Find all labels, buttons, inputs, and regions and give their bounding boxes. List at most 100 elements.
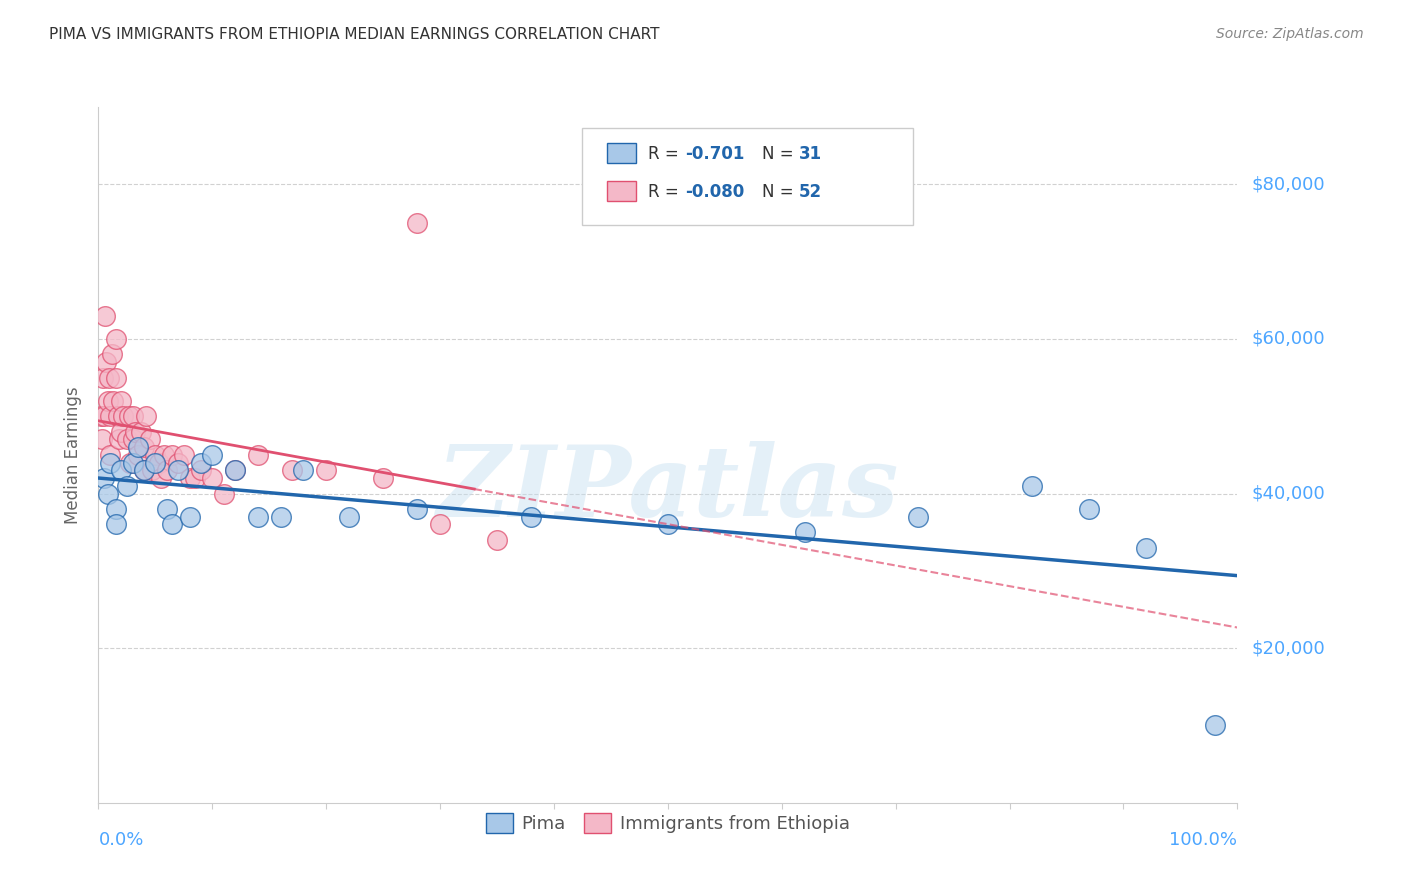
- Point: [270, 509, 292, 524]
- Point: [127, 440, 149, 454]
- Point: [135, 409, 157, 424]
- Point: [145, 456, 167, 470]
- Point: [156, 502, 179, 516]
- Point: [129, 425, 152, 439]
- Point: [103, 393, 125, 408]
- Point: [156, 463, 179, 477]
- Point: [520, 509, 543, 524]
- Point: [110, 463, 132, 477]
- Point: [91, 370, 114, 384]
- FancyBboxPatch shape: [582, 128, 912, 226]
- Point: [179, 509, 201, 524]
- Point: [657, 517, 679, 532]
- Point: [212, 486, 235, 500]
- Point: [190, 463, 212, 477]
- Text: $20,000: $20,000: [1251, 640, 1324, 657]
- Point: [153, 448, 176, 462]
- Point: [371, 471, 394, 485]
- Point: [96, 355, 118, 369]
- Point: [115, 479, 138, 493]
- Point: [110, 425, 132, 439]
- Point: [190, 456, 212, 470]
- Point: [179, 471, 201, 485]
- Point: [132, 440, 155, 454]
- Point: [115, 433, 138, 447]
- Point: [281, 463, 304, 477]
- Point: [292, 463, 315, 477]
- Point: [1135, 541, 1157, 555]
- Point: [97, 370, 120, 384]
- Text: 31: 31: [799, 145, 823, 163]
- Text: ZIPatlas: ZIPatlas: [437, 442, 898, 538]
- Point: [148, 456, 170, 470]
- Text: $80,000: $80,000: [1251, 176, 1324, 194]
- Point: [96, 393, 118, 408]
- Point: [132, 463, 155, 477]
- Point: [315, 463, 337, 477]
- Point: [127, 448, 149, 462]
- FancyBboxPatch shape: [607, 144, 636, 162]
- Point: [429, 517, 451, 532]
- Point: [167, 456, 190, 470]
- Text: R =: R =: [648, 145, 685, 163]
- Point: [121, 456, 143, 470]
- Point: [90, 409, 112, 424]
- Point: [150, 471, 173, 485]
- Point: [120, 456, 142, 470]
- Point: [1078, 502, 1101, 516]
- Point: [124, 425, 146, 439]
- Point: [108, 433, 131, 447]
- Point: [224, 463, 246, 477]
- Point: [167, 463, 190, 477]
- Point: [337, 509, 360, 524]
- Point: [246, 448, 269, 462]
- Text: -0.701: -0.701: [685, 145, 744, 163]
- Y-axis label: Median Earnings: Median Earnings: [65, 386, 83, 524]
- Text: $60,000: $60,000: [1251, 330, 1324, 348]
- Text: 0.0%: 0.0%: [98, 830, 143, 848]
- Point: [132, 463, 155, 477]
- Point: [793, 525, 815, 540]
- Text: Source: ZipAtlas.com: Source: ZipAtlas.com: [1216, 27, 1364, 41]
- Point: [96, 486, 118, 500]
- Point: [406, 502, 429, 516]
- Point: [162, 517, 184, 532]
- Point: [93, 471, 115, 485]
- Point: [98, 409, 121, 424]
- Point: [90, 433, 112, 447]
- FancyBboxPatch shape: [607, 181, 636, 201]
- Point: [112, 409, 135, 424]
- Text: $40,000: $40,000: [1251, 484, 1324, 502]
- Text: -0.080: -0.080: [685, 183, 744, 201]
- Text: N =: N =: [762, 145, 799, 163]
- Point: [118, 409, 141, 424]
- Point: [138, 433, 160, 447]
- Text: PIMA VS IMMIGRANTS FROM ETHIOPIA MEDIAN EARNINGS CORRELATION CHART: PIMA VS IMMIGRANTS FROM ETHIOPIA MEDIAN …: [49, 27, 659, 42]
- Point: [98, 456, 121, 470]
- Point: [1021, 479, 1043, 493]
- Point: [201, 471, 224, 485]
- Point: [246, 509, 269, 524]
- Point: [104, 517, 127, 532]
- Point: [184, 471, 207, 485]
- Point: [486, 533, 509, 547]
- Point: [201, 448, 224, 462]
- Point: [121, 409, 143, 424]
- Text: R =: R =: [648, 183, 685, 201]
- Point: [104, 370, 127, 384]
- Point: [141, 463, 163, 477]
- Point: [93, 409, 115, 424]
- Text: 100.0%: 100.0%: [1170, 830, 1237, 848]
- Point: [406, 216, 429, 230]
- Point: [98, 448, 121, 462]
- Point: [1204, 718, 1226, 732]
- Legend: Pima, Immigrants from Ethiopia: Pima, Immigrants from Ethiopia: [477, 804, 859, 842]
- Point: [104, 332, 127, 346]
- Point: [94, 309, 117, 323]
- Point: [110, 393, 132, 408]
- Point: [101, 347, 124, 361]
- Point: [173, 448, 195, 462]
- Point: [121, 433, 143, 447]
- Point: [907, 509, 929, 524]
- Text: 52: 52: [799, 183, 823, 201]
